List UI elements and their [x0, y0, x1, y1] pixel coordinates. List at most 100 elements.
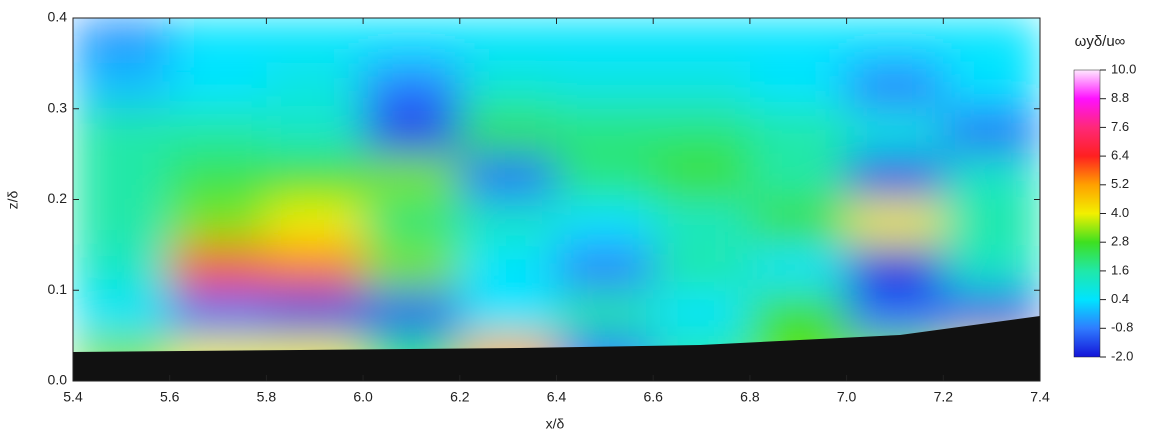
field-cell	[169, 199, 267, 246]
field-cell	[73, 18, 171, 64]
field-cell	[556, 18, 654, 64]
field-cell	[363, 290, 461, 337]
x-tick-label: 7.2	[934, 389, 954, 405]
x-tick-label: 5.6	[160, 389, 180, 405]
field-cell	[363, 154, 461, 200]
field-cell	[266, 154, 364, 200]
colorbar-tick-label: 8.8	[1111, 90, 1129, 105]
field-cell	[73, 244, 171, 291]
field-cell	[73, 63, 171, 110]
field-cell	[943, 108, 1040, 155]
x-tick-label: 5.4	[63, 389, 83, 405]
colorbar-title: ωyδ/u∞	[1075, 33, 1126, 50]
field-cell	[749, 63, 848, 110]
field-cell	[556, 154, 654, 200]
field-cell	[943, 18, 1040, 64]
field-cell	[266, 63, 364, 110]
x-tick-label: 5.8	[257, 389, 277, 405]
field-cell	[73, 108, 171, 155]
x-axis-label: x/δ	[546, 416, 565, 432]
x-tick-label: 7.4	[1030, 389, 1050, 405]
field-cell	[73, 154, 171, 200]
field-cell	[459, 154, 557, 200]
field-cell	[556, 244, 654, 291]
field-cell	[846, 199, 944, 246]
colorbar-tick-label: 4.0	[1111, 205, 1129, 220]
field-cell	[459, 290, 557, 337]
field-cell	[169, 108, 267, 155]
field-cell	[169, 244, 267, 291]
field-cell	[749, 290, 848, 337]
field-cell	[459, 244, 557, 291]
field-cell	[653, 108, 751, 155]
x-tick-label: 7.0	[837, 389, 857, 405]
y-tick-label: 0.3	[48, 99, 68, 115]
field-cell	[653, 199, 751, 246]
field-cell	[266, 199, 364, 246]
field-cell	[749, 154, 848, 200]
field-cell	[266, 108, 364, 155]
field-cell	[653, 244, 751, 291]
field-cell	[749, 244, 848, 291]
field-cell	[749, 199, 848, 246]
colorbar-tick-label: -2.0	[1111, 348, 1133, 363]
field-cell	[846, 18, 944, 64]
field-cell	[653, 18, 751, 64]
field-cell	[169, 63, 267, 110]
field-cell	[943, 199, 1040, 246]
field-cell	[169, 154, 267, 200]
field-cell	[363, 18, 461, 64]
field-cell	[556, 63, 654, 110]
field-cell	[846, 63, 944, 110]
field-cell	[749, 108, 848, 155]
x-tick-label: 6.4	[547, 389, 567, 405]
field-cell	[943, 63, 1040, 110]
colorbar-tick-label: 5.2	[1111, 176, 1129, 191]
field-cell	[266, 18, 364, 64]
field-cell	[266, 290, 364, 337]
field-cell	[363, 244, 461, 291]
y-tick-label: 0.2	[48, 190, 68, 206]
field-cell	[943, 244, 1040, 291]
field-cell	[749, 18, 848, 64]
y-tick-label: 0.4	[48, 9, 68, 25]
field-cell	[846, 154, 944, 200]
colorbar-tick-label: -0.8	[1111, 320, 1133, 335]
field-cell	[556, 290, 654, 337]
colorbar	[1073, 69, 1101, 358]
field-cell	[73, 199, 171, 246]
field-cell	[266, 244, 364, 291]
field-cell	[846, 290, 944, 337]
field-cell	[556, 199, 654, 246]
field	[73, 18, 1040, 381]
field-cell	[653, 63, 751, 110]
field-cell	[363, 63, 461, 110]
field-cell	[846, 108, 944, 155]
field-cell	[363, 108, 461, 155]
field-cell	[653, 290, 751, 337]
colorbar-tick-label: 7.6	[1111, 119, 1129, 134]
field-cell	[169, 18, 267, 64]
field-cell	[169, 290, 267, 337]
field-cell	[459, 108, 557, 155]
y-tick-label: 0.1	[48, 281, 68, 297]
colorbar-tick-label: 0.4	[1111, 291, 1129, 306]
x-tick-label: 6.8	[740, 389, 760, 405]
y-tick-label: 0.0	[48, 372, 68, 388]
x-tick-label: 6.0	[353, 389, 373, 405]
wall-region	[73, 316, 1040, 381]
field-cell	[556, 108, 654, 155]
field-cell	[459, 18, 557, 64]
field-cell	[363, 199, 461, 246]
x-tick-label: 6.2	[450, 389, 470, 405]
colorbar-tick-label: 1.6	[1111, 262, 1129, 277]
colorbar-tick-label: 2.8	[1111, 234, 1129, 249]
y-axis-label: z/δ	[5, 190, 21, 209]
colorbar-tick-label: 10.0	[1111, 61, 1136, 76]
x-tick-label: 6.6	[643, 389, 663, 405]
colorbar-tick-label: 6.4	[1111, 148, 1129, 163]
field-cell	[459, 199, 557, 246]
field-cell	[653, 154, 751, 200]
field-cell	[846, 244, 944, 291]
